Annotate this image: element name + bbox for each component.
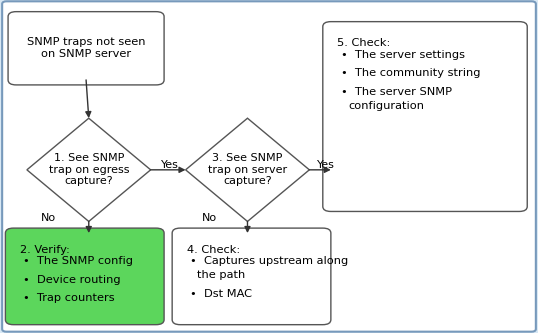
Polygon shape (186, 118, 309, 221)
Text: 3. See SNMP
trap on server
capture?: 3. See SNMP trap on server capture? (208, 153, 287, 186)
Text: SNMP traps not seen
on SNMP server: SNMP traps not seen on SNMP server (27, 38, 145, 59)
Text: Yes: Yes (160, 160, 179, 170)
Polygon shape (27, 118, 151, 221)
Text: 1. See SNMP
trap on egress
capture?: 1. See SNMP trap on egress capture? (48, 153, 129, 186)
Text: •  Device routing: • Device routing (23, 275, 121, 285)
Text: •  Trap counters: • Trap counters (23, 293, 115, 303)
Text: 4. Check:: 4. Check: (187, 245, 240, 255)
FancyBboxPatch shape (5, 228, 164, 325)
Text: Yes: Yes (316, 160, 335, 170)
Text: •  The community string: • The community string (341, 68, 480, 78)
Text: •  Captures upstream along: • Captures upstream along (190, 256, 348, 266)
Text: No: No (41, 213, 56, 223)
Text: •  Dst MAC: • Dst MAC (190, 289, 252, 299)
Text: •  The SNMP config: • The SNMP config (23, 256, 133, 266)
Text: •  The server SNMP: • The server SNMP (341, 87, 451, 97)
FancyBboxPatch shape (8, 12, 164, 85)
Text: 5. Check:: 5. Check: (337, 38, 391, 48)
Text: 2. Verify:: 2. Verify: (20, 245, 70, 255)
Text: configuration: configuration (348, 101, 424, 111)
FancyBboxPatch shape (172, 228, 331, 325)
Text: •  The server settings: • The server settings (341, 50, 464, 60)
Text: No: No (202, 213, 217, 223)
FancyBboxPatch shape (323, 22, 527, 211)
Text: the path: the path (197, 270, 246, 280)
